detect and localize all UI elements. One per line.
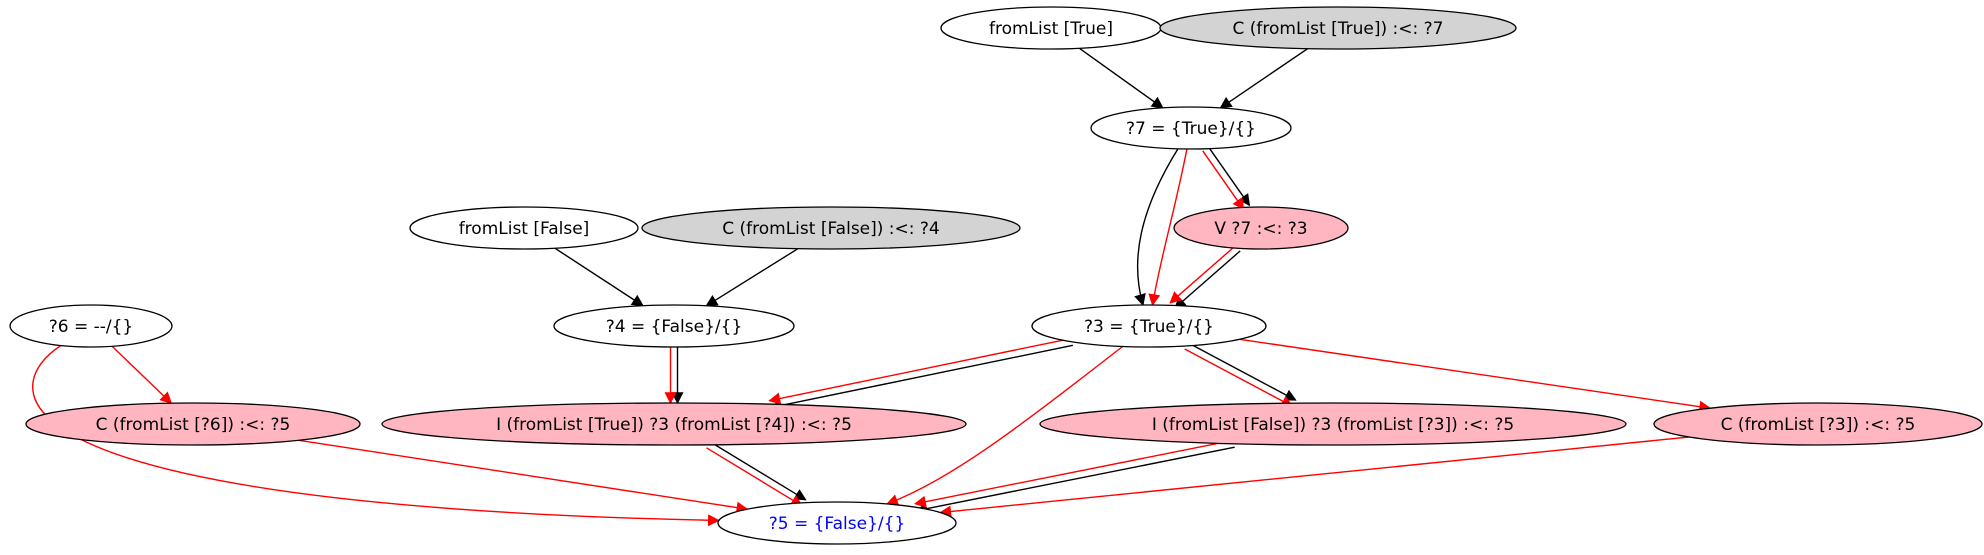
edge-eq-7-to-v-7-3-red bbox=[1202, 150, 1245, 211]
node-c-fromlist-3-5-label: C (fromList [?3]) :<: ?5 bbox=[1721, 415, 1916, 435]
node-c-fromlist-6-5-ellipse bbox=[25, 402, 361, 446]
node-eq-7-ellipse bbox=[1090, 106, 1292, 150]
node-c-fromlist-3-5-ellipse bbox=[1653, 402, 1983, 446]
node-i-false-3-3-label: I (fromList [False]) ?3 (fromList [?3]) … bbox=[1152, 415, 1514, 435]
node-eq-6-label: ?6 = --/{} bbox=[49, 317, 134, 337]
node-eq-3-ellipse bbox=[1031, 304, 1267, 348]
edge-c-fromlist-3-5-to-eq-5-red bbox=[939, 436, 1690, 518]
edge-c-fromlist-6-5-to-eq-5-red bbox=[298, 439, 749, 514]
edge-eq-7-to-eq-3-black bbox=[1134, 148, 1179, 307]
node-c-fromlist-false-4: C (fromList [False]) :<: ?4 bbox=[641, 206, 1021, 250]
edge-layer bbox=[32, 47, 1712, 527]
node-c-fromlist-false-4-label: C (fromList [False]) :<: ?4 bbox=[722, 219, 940, 239]
edge-eq-3-to-c-fromlist-3-5-red bbox=[1239, 338, 1712, 413]
node-i-true-3-4-ellipse bbox=[381, 402, 967, 446]
node-eq-6-ellipse bbox=[9, 304, 173, 348]
edge-i-false-3-3-to-eq-5-red bbox=[913, 439, 1234, 508]
node-eq-3: ?3 = {True}/{} bbox=[1031, 304, 1267, 348]
node-v-7-3: V ?7 :<: ?3 bbox=[1173, 206, 1349, 250]
node-c-fromlist-true-7-ellipse bbox=[1159, 6, 1517, 50]
node-eq-5: ?5 = {False}/{} bbox=[717, 501, 957, 545]
node-eq-3-label: ?3 = {True}/{} bbox=[1084, 317, 1214, 337]
edge-eq-3-to-eq-5-red bbox=[885, 345, 1124, 506]
node-i-true-3-4: I (fromList [True]) ?3 (fromList [?4]) :… bbox=[381, 402, 967, 446]
node-fromlist-false-label: fromList [False] bbox=[459, 219, 590, 239]
node-eq-4: ?4 = {False}/{} bbox=[553, 304, 795, 348]
edge-i-true-3-4-to-eq-5-black bbox=[709, 441, 807, 501]
node-eq-7-label: ?7 = {True}/{} bbox=[1126, 119, 1256, 139]
node-layer: fromList [True] C (fromList [True]) :<: ?… bbox=[9, 6, 1983, 545]
edge-i-false-3-3-to-eq-5-black bbox=[915, 446, 1235, 515]
node-v-7-3-ellipse bbox=[1173, 206, 1349, 250]
node-fromlist-true: fromList [True] bbox=[940, 6, 1162, 50]
node-eq-5-ellipse bbox=[717, 501, 957, 545]
edge-eq-6-to-eq-5-red bbox=[32, 344, 720, 527]
edge-fromlist-false-to-eq-4-black bbox=[554, 247, 645, 307]
edge-c-fromlist-true-7-to-eq-7-black bbox=[1219, 48, 1308, 109]
node-eq-7: ?7 = {True}/{} bbox=[1090, 106, 1292, 150]
node-eq-5-label: ?5 = {False}/{} bbox=[769, 514, 906, 534]
node-v-7-3-label: V ?7 :<: ?3 bbox=[1214, 219, 1307, 239]
node-i-true-3-4-label: I (fromList [True]) ?3 (fromList [?4]) :… bbox=[496, 415, 852, 435]
node-fromlist-false-ellipse bbox=[409, 206, 639, 250]
edge-eq-3-to-i-false-3-3-black bbox=[1187, 342, 1297, 401]
edge-c-fromlist-false-4-to-eq-4-black bbox=[705, 248, 799, 307]
node-eq-6: ?6 = --/{} bbox=[9, 304, 173, 348]
edge-fromlist-true-to-eq-7-black bbox=[1078, 47, 1164, 109]
edge-eq-3-to-i-true-3-4-black bbox=[769, 344, 1074, 412]
edge-eq-7-to-v-7-3-black bbox=[1207, 146, 1251, 207]
edge-eq-6-to-c-fromlist-6-5-red bbox=[111, 345, 173, 405]
node-c-fromlist-false-4-ellipse bbox=[641, 206, 1021, 250]
edge-eq-3-to-i-true-3-4-red bbox=[768, 337, 1072, 405]
node-eq-4-ellipse bbox=[553, 304, 795, 348]
edge-i-true-3-4-to-eq-5-red bbox=[706, 447, 804, 507]
node-i-false-3-3: I (fromList [False]) ?3 (fromList [?3]) … bbox=[1039, 402, 1627, 446]
node-fromlist-false: fromList [False] bbox=[409, 206, 639, 250]
node-c-fromlist-true-7-label: C (fromList [True]) :<: ?7 bbox=[1233, 19, 1444, 39]
edge-eq-3-to-i-false-3-3-red bbox=[1184, 348, 1294, 407]
node-i-false-3-3-ellipse bbox=[1039, 402, 1627, 446]
node-c-fromlist-3-5: C (fromList [?3]) :<: ?5 bbox=[1653, 402, 1983, 446]
edge-eq-7-to-eq-3-red bbox=[1148, 148, 1188, 307]
node-c-fromlist-true-7: C (fromList [True]) :<: ?7 bbox=[1159, 6, 1517, 50]
node-c-fromlist-6-5: C (fromList [?6]) :<: ?5 bbox=[25, 402, 361, 446]
node-eq-4-label: ?4 = {False}/{} bbox=[606, 317, 743, 337]
node-c-fromlist-6-5-label: C (fromList [?6]) :<: ?5 bbox=[96, 415, 291, 435]
node-fromlist-true-label: fromList [True] bbox=[989, 19, 1113, 39]
edge-v-7-3-to-eq-3-black bbox=[1173, 250, 1241, 309]
edge-v-7-3-to-eq-3-red bbox=[1169, 245, 1237, 304]
